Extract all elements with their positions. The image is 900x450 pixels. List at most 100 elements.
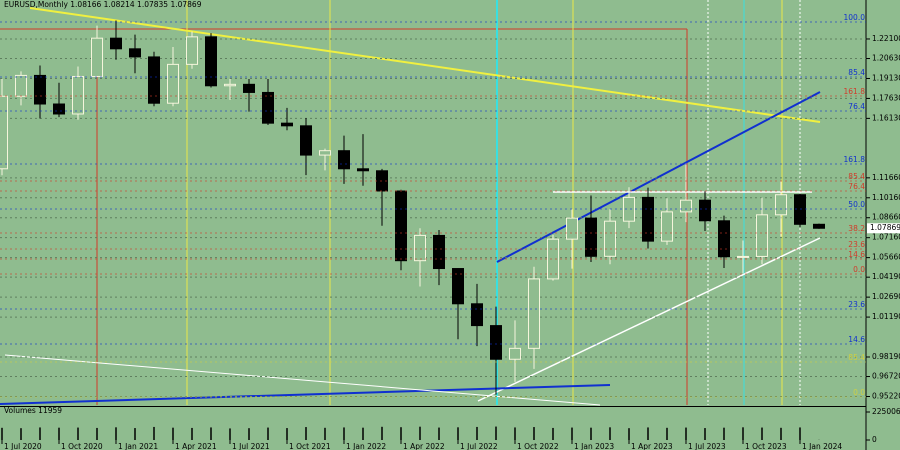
fib-label: 161.8 [844,87,866,96]
candle-body [471,303,483,327]
fib-label: 100.0 [844,13,866,22]
candle-body [794,194,806,225]
fib-label: 38.2 [848,224,865,233]
x-tick-label: 1 Oct 2020 [61,442,103,450]
candle-body [34,74,46,105]
x-tick-label: 1 Jul 2020 [4,442,42,450]
y-tick-label: 1.04190 [872,272,900,281]
x-tick-label: 1 Jan 2024 [802,442,842,450]
x-tick-label: 1 Oct 2021 [289,442,331,450]
price-box [867,223,900,234]
candle-body [110,37,122,50]
candle-body [53,103,65,115]
candle-body [205,36,217,87]
candle-body [813,223,825,229]
y-tick-label: 0.96720 [872,372,900,381]
candle-body [15,74,27,97]
panel-separator [0,406,866,407]
candle-body [528,278,540,349]
candle-body [433,234,445,270]
candle-body [490,325,502,360]
candle-body [661,211,673,242]
x-tick-label: 1 Jan 2022 [346,442,386,450]
x-tick-label: 1 Jul 2021 [232,442,270,450]
fib-label: 23.6 [848,300,865,309]
candle-body [129,48,141,58]
volume-label: Volumes 11959 [4,406,62,415]
y-tick-label: 1.19130 [872,73,900,82]
candle-body [0,95,8,170]
candle-body [547,238,559,280]
y-tick-label: 1.16130 [872,113,900,122]
candle-body [319,150,331,156]
fib-label: 161.8 [844,155,866,164]
y-tick-label: 1.11660 [872,173,900,182]
candle-body [566,217,578,240]
y-tick-label: 1.01190 [872,312,900,321]
fib-label: 23.6 [848,240,865,249]
y-tick-label: 0.98190 [872,352,900,361]
x-tick-label: 1 Apr 2022 [403,442,445,450]
x-tick-label: 1 Oct 2023 [745,442,787,450]
candle-body [756,214,768,257]
candle-body [699,199,711,222]
candle-body [452,268,464,305]
blue-trendline [496,91,821,263]
fib-label: 85.4 [848,353,865,362]
fib-label: 14.6 [848,250,865,259]
volume-tick-label: 0 [872,435,877,444]
x-tick-label: 1 Apr 2023 [631,442,673,450]
x-tick-label: 1 Jul 2023 [688,442,726,450]
chart-title: EURUSD,Monthly 1.08166 1.08214 1.07835 1… [4,0,202,9]
candle-body [414,234,426,262]
candle-body [91,37,103,77]
candle-body [186,36,198,65]
fib-label: 14.6 [848,335,865,344]
y-tick-label: 1.05660 [872,253,900,262]
fib-label: 76.4 [848,182,865,191]
y-tick-label: 1.10160 [872,193,900,202]
candle-body [509,347,521,360]
candle-body [281,122,293,127]
x-tick-label: 1 Jan 2021 [118,442,158,450]
volume-tick-label: 2250069 [872,407,900,416]
y-tick-label: 1.22100 [872,34,900,43]
y-tick-label: 0.95220 [872,391,900,400]
white-trendline [477,237,821,402]
candle-body [623,196,635,222]
candle-body [72,75,84,115]
candle-body [243,83,255,93]
candle-body [224,83,236,87]
x-tick-label: 1 Oct 2022 [517,442,559,450]
candle-body [148,56,160,104]
candle-body [262,91,274,124]
y-tick-label: 1.02690 [872,292,900,301]
y-tick-label: 1.17630 [872,93,900,102]
candle-body [357,168,369,172]
overlays [0,0,821,406]
candle-body [585,217,597,257]
candle-body [718,220,730,258]
y-tick-label: 1.07160 [872,233,900,242]
candle-body [775,194,787,216]
x-tick-label: 1 Jan 2023 [574,442,614,450]
x-tick-label: 1 Jul 2022 [460,442,498,450]
candle-body [604,220,616,257]
fib-label: 76.4 [848,102,865,111]
candle-body [737,255,749,258]
x-tick-label: 1 Apr 2021 [175,442,217,450]
candle-body [642,196,654,242]
current-price: 1.07869 [870,223,900,232]
fib-label: 0.0 [853,265,865,274]
candle-body [300,125,312,156]
candle-body [167,63,179,104]
candle-body [338,150,350,170]
yellow-trendline [29,7,821,123]
candle-body [680,199,692,213]
candle-body [395,190,407,262]
blue-bottom-line [0,384,611,405]
fib-label: 50.0 [848,200,865,209]
y-tick-label: 1.20630 [872,54,900,63]
